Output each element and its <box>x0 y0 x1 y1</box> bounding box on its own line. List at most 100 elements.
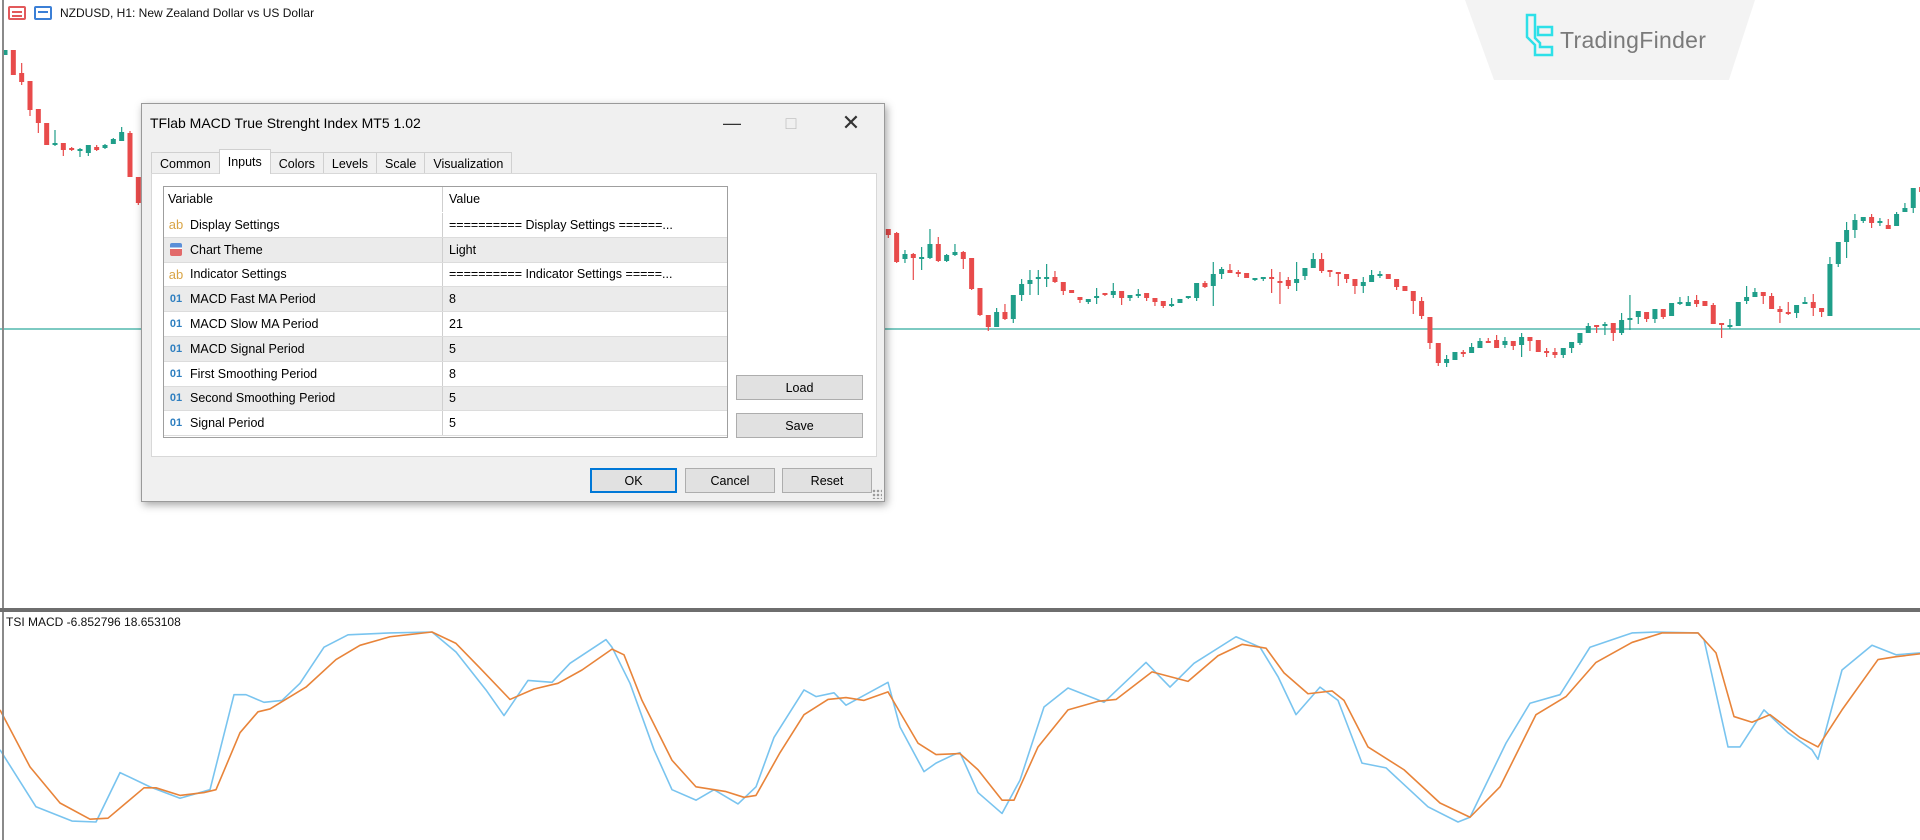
table-row[interactable]: 01 Second Smoothing Period 5 <box>164 386 727 412</box>
bearish-candle <box>1244 273 1250 278</box>
table-row[interactable]: Chart Theme Light <box>164 237 727 263</box>
logo-background <box>1465 0 1755 80</box>
value-cell[interactable]: Light <box>449 242 477 257</box>
bullish-candle <box>1219 269 1225 274</box>
integer-type-icon: 01 <box>169 392 183 405</box>
integer-type-icon: 01 <box>169 318 183 331</box>
bullish-candle <box>1794 305 1800 313</box>
bearish-candle <box>1285 280 1291 286</box>
maximize-button[interactable]: □ <box>771 108 811 138</box>
bearish-candle <box>1277 281 1283 283</box>
variable-cell: ab Indicator Settings <box>164 262 443 287</box>
tradingfinder-logo-icon <box>1525 13 1554 57</box>
bullish-candle <box>1452 352 1458 360</box>
variable-name: First Smoothing Period <box>190 366 318 381</box>
bearish-candle <box>1694 300 1700 304</box>
table-row[interactable]: 01 MACD Signal Period 5 <box>164 337 727 362</box>
bullish-candle <box>1252 278 1258 280</box>
panel-separator[interactable] <box>0 608 1920 612</box>
variable-cell: Chart Theme <box>164 237 443 262</box>
bearish-candle <box>1594 325 1600 327</box>
load-button[interactable]: Load <box>736 375 863 400</box>
column-header-value[interactable]: Value <box>449 192 481 207</box>
bearish-candle <box>27 81 33 110</box>
bullish-candle <box>902 254 908 259</box>
table-row[interactable]: 01 MACD Fast MA Period 8 <box>164 287 727 313</box>
bullish-candle <box>1444 359 1450 363</box>
bullish-candle <box>1585 326 1591 333</box>
bullish-candle <box>110 139 116 144</box>
bullish-candle <box>1727 325 1733 327</box>
resize-grip[interactable] <box>872 489 882 499</box>
bearish-candle <box>1235 272 1241 274</box>
table-row[interactable]: ab Display Settings ========== Display Set… <box>164 213 727 238</box>
ok-button[interactable]: OK <box>590 468 677 493</box>
value-cell[interactable]: 5 <box>449 416 456 431</box>
bearish-candle <box>1269 277 1275 279</box>
bearish-candle <box>60 143 66 150</box>
cancel-button[interactable]: Cancel <box>685 468 775 493</box>
minimize-button[interactable]: — <box>712 108 752 138</box>
bearish-candle <box>910 254 916 258</box>
variable-cell: 01 MACD Signal Period <box>164 337 443 361</box>
table-row[interactable]: 01 First Smoothing Period 8 <box>164 361 727 387</box>
variable-name: Signal Period <box>190 416 265 431</box>
table-row[interactable]: 01 MACD Slow MA Period 21 <box>164 312 727 337</box>
table-row[interactable]: ab Indicator Settings ========== Indicator… <box>164 262 727 288</box>
bearish-candle <box>1777 309 1783 312</box>
maximize-icon: □ <box>785 112 797 133</box>
column-header-variable[interactable]: Variable <box>164 187 443 212</box>
inputs-table: Variable Value ab Display Settings =======… <box>163 186 728 438</box>
bearish-candle <box>10 50 16 75</box>
bullish-candle <box>1302 268 1308 276</box>
tab-inputs[interactable]: Inputs <box>218 149 271 174</box>
close-icon: ✕ <box>841 110 861 135</box>
bearish-candle <box>1410 291 1416 301</box>
tab-levels[interactable]: Levels <box>322 152 378 174</box>
string-type-icon: ab <box>168 266 184 282</box>
bullish-candle <box>119 132 125 141</box>
bullish-candle <box>944 255 950 261</box>
bullish-candle <box>1744 297 1750 301</box>
variable-name: MACD Signal Period <box>190 341 305 356</box>
value-cell[interactable]: ========== Display Settings ======... <box>449 217 673 232</box>
bearish-candle <box>127 133 133 177</box>
table-row[interactable]: 01 Signal Period 5 <box>164 411 727 437</box>
bullish-candle <box>1669 303 1675 316</box>
bullish-candle <box>1902 208 1908 212</box>
bearish-candle <box>1644 312 1650 319</box>
logo-text: TradingFinder <box>1560 27 1707 53</box>
bearish-candle <box>1460 352 1466 354</box>
bullish-candle <box>1260 277 1266 279</box>
indicator-label: TSI MACD -6.852796 18.653108 <box>6 615 181 629</box>
bearish-candle <box>1427 317 1433 343</box>
bearish-candle <box>1119 291 1125 298</box>
bullish-candle <box>1294 279 1300 283</box>
bearish-candle <box>35 109 41 123</box>
integer-type-icon: 01 <box>169 417 183 430</box>
chart-title: NZDUSD, H1: New Zealand Dollar vs US Dol… <box>60 6 315 20</box>
close-button[interactable]: ✕ <box>831 108 871 138</box>
symbol-icon[interactable] <box>34 6 52 20</box>
value-cell[interactable]: 8 <box>449 292 456 307</box>
value-cell[interactable]: 5 <box>449 391 456 406</box>
tab-common[interactable]: Common <box>151 152 220 174</box>
variable-cell: 01 First Smoothing Period <box>164 361 443 386</box>
value-cell[interactable]: 5 <box>449 341 456 356</box>
save-button[interactable]: Save <box>736 413 863 438</box>
value-cell[interactable]: 8 <box>449 366 456 381</box>
bearish-candle <box>1660 309 1666 317</box>
tab-scale[interactable]: Scale <box>376 152 426 174</box>
value-cell[interactable]: ========== Indicator Settings =====... <box>449 267 673 282</box>
bullish-candle <box>1802 302 1808 304</box>
bullish-candle <box>1519 337 1525 345</box>
tab-visualization[interactable]: Visualization <box>424 152 513 174</box>
bearish-candle <box>1485 341 1491 343</box>
value-cell[interactable]: 21 <box>449 317 463 332</box>
bullish-candle <box>1910 188 1916 208</box>
bearish-candle <box>1152 298 1158 302</box>
reset-button[interactable]: Reset <box>782 468 872 493</box>
tab-colors[interactable]: Colors <box>269 152 324 174</box>
chart-list-icon[interactable] <box>8 6 26 20</box>
